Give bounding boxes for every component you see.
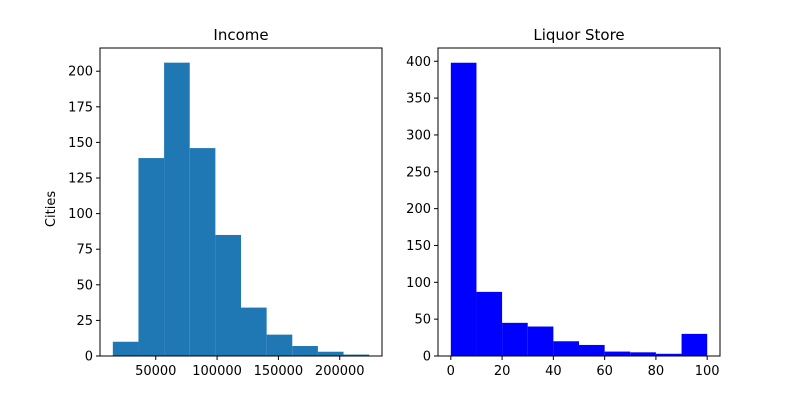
liquor-store-x-tick-label: 100 bbox=[695, 364, 720, 379]
liquor-store-y-tick-label: 100 bbox=[406, 276, 431, 291]
liquor-store-y-tick-label: 200 bbox=[406, 202, 431, 217]
income-bar bbox=[343, 354, 370, 356]
income-x-ticks: 50000 100000 150000 200000 bbox=[135, 356, 365, 379]
income-bar bbox=[241, 307, 267, 356]
income-bar bbox=[189, 148, 216, 356]
income-x-tick-label: 50000 bbox=[135, 364, 176, 379]
liquor-store-bars bbox=[450, 62, 708, 357]
income-bar bbox=[266, 334, 293, 356]
liquor-store-y-tick-label: 400 bbox=[406, 55, 431, 70]
income-x-tick-label: 100000 bbox=[192, 364, 242, 379]
income-y-tick-label: 75 bbox=[76, 243, 93, 258]
income-bar bbox=[112, 341, 139, 356]
liquor-store-bar bbox=[527, 326, 554, 356]
income-bar bbox=[164, 62, 190, 357]
income-x-tick-label: 200000 bbox=[315, 364, 365, 379]
liquor-store-bar bbox=[502, 322, 528, 356]
income-y-tick-label: 100 bbox=[68, 207, 93, 222]
income-y-axis-label: Cities bbox=[44, 191, 59, 227]
income-y-ticks: 0 25 50 75 100 125 150 175 200 bbox=[68, 65, 100, 365]
income-bar bbox=[215, 234, 241, 356]
liquor-store-y-tick-label: 50 bbox=[414, 313, 431, 328]
income-chart-panel: Income Cities 0 25 50 75 100 125 150 175 200 500… bbox=[44, 26, 383, 379]
income-y-tick-label: 25 bbox=[76, 314, 93, 329]
liquor-store-y-tick-label: 0 bbox=[423, 350, 431, 365]
income-bar bbox=[292, 346, 318, 356]
liquor-store-plot-frame bbox=[437, 47, 721, 357]
liquor-store-bar bbox=[579, 344, 605, 356]
income-y-tick-label: 150 bbox=[68, 136, 93, 151]
liquor-store-chart-panel: Liquor Store 0 50 100 150 200 250 300 350 400 0 2… bbox=[406, 26, 721, 379]
liquor-store-bar bbox=[655, 353, 682, 356]
liquor-store-bar bbox=[630, 352, 656, 356]
liquor-store-bar bbox=[476, 291, 503, 356]
income-y-tick-label: 50 bbox=[76, 278, 93, 293]
income-chart-title: Income bbox=[213, 26, 268, 44]
liquor-store-x-tick-label: 0 bbox=[447, 364, 455, 379]
liquor-store-y-tick-label: 250 bbox=[406, 165, 431, 180]
liquor-store-bar bbox=[604, 351, 631, 356]
liquor-store-x-tick-label: 20 bbox=[494, 364, 511, 379]
liquor-store-chart-title: Liquor Store bbox=[533, 26, 624, 44]
income-bar bbox=[317, 351, 344, 356]
liquor-store-bar bbox=[553, 341, 579, 356]
income-y-tick-label: 0 bbox=[85, 350, 93, 365]
liquor-store-y-ticks: 0 50 100 150 200 250 300 350 400 bbox=[406, 55, 438, 365]
income-y-tick-label: 125 bbox=[68, 172, 93, 187]
income-y-tick-label: 175 bbox=[68, 100, 93, 115]
income-bars bbox=[112, 62, 370, 357]
liquor-store-y-tick-label: 150 bbox=[406, 239, 431, 254]
income-bar bbox=[138, 158, 165, 356]
liquor-store-bar bbox=[681, 333, 708, 356]
income-x-tick-label: 150000 bbox=[254, 364, 304, 379]
income-y-tick-label: 200 bbox=[68, 65, 93, 80]
liquor-store-y-tick-label: 300 bbox=[406, 128, 431, 143]
liquor-store-bar bbox=[450, 62, 477, 357]
liquor-store-x-tick-label: 60 bbox=[596, 364, 613, 379]
liquor-store-x-tick-label: 40 bbox=[545, 364, 562, 379]
income-plot-frame bbox=[99, 47, 383, 357]
liquor-store-y-tick-label: 350 bbox=[406, 92, 431, 107]
liquor-store-x-tick-label: 80 bbox=[648, 364, 665, 379]
liquor-store-x-ticks: 0 20 40 60 80 100 bbox=[447, 356, 720, 379]
